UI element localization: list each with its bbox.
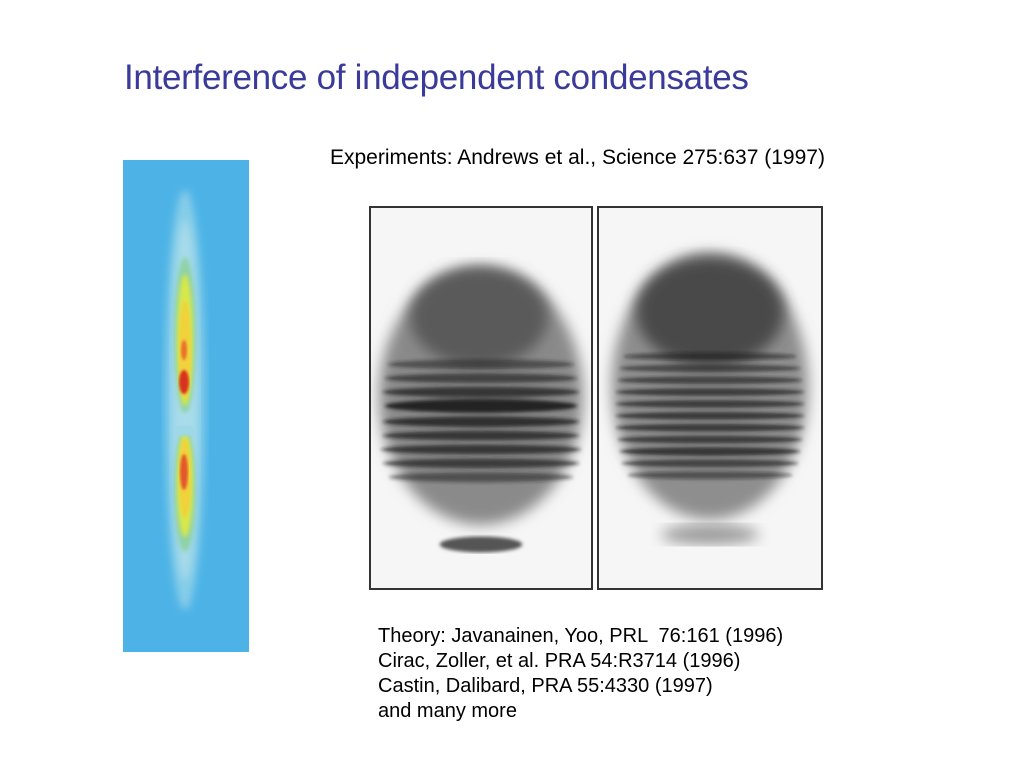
fringe-left-bottom-blob (439, 536, 523, 553)
theory-line: Theory: Javanainen, Yoo, PRL 76:161 (199… (378, 625, 784, 647)
experiments-citation: Experiments: Andrews et al., Science 275… (330, 146, 825, 169)
theory-line: Cirac, Zoller, et al. PRA 54:R3714 (1996… (378, 650, 741, 672)
fringe-right-bottom-blob (660, 524, 760, 545)
theory-citations: Theory: Javanainen, Yoo, PRL 76:161 (199… (378, 624, 783, 724)
density-image-svg (123, 160, 249, 652)
slide-title: Interference of independent condensates (124, 58, 749, 97)
fringe-left-bands (380, 359, 582, 483)
theory-line: Castin, Dalibard, PRA 55:4330 (1997) (378, 675, 713, 697)
fringe-right-svg (599, 208, 821, 588)
fringe-image-left (369, 206, 593, 590)
fringe-left-svg (371, 208, 591, 588)
fringe-right-bands (615, 352, 805, 480)
fringe-right-cloud-top (636, 257, 784, 367)
upper-condensate-hotspot (181, 340, 187, 360)
theory-line: and many more (378, 700, 517, 722)
upper-condensate-peak (179, 370, 189, 394)
fringe-left-cloud-top (410, 267, 548, 367)
condensate-gap (175, 426, 195, 436)
double-condensate-density-image (123, 160, 249, 652)
lower-condensate-peak (180, 454, 188, 490)
fringe-image-right (597, 206, 823, 590)
